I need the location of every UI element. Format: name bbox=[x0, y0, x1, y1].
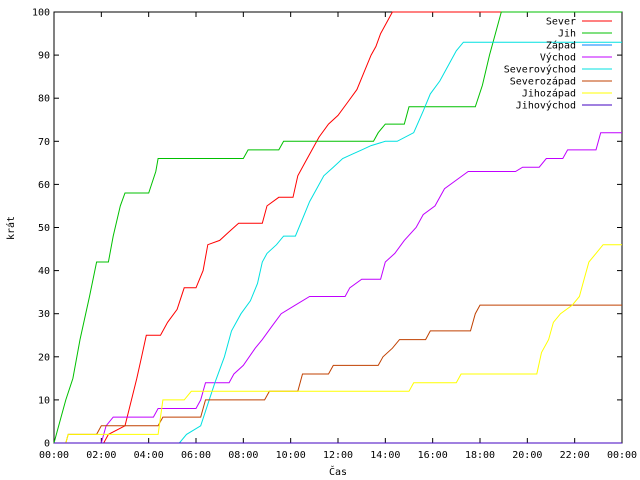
legend-label: Severozápad bbox=[510, 76, 576, 88]
legend-label: Západ bbox=[546, 40, 576, 52]
x-tick-label: 12:00 bbox=[323, 450, 353, 461]
series-line-severozápad bbox=[54, 304, 622, 444]
series-line-jih bbox=[53, 11, 622, 444]
series-line-sever bbox=[54, 11, 622, 444]
x-axis-title: Čas bbox=[329, 465, 347, 478]
y-tick-label: 50 bbox=[38, 223, 50, 234]
y-tick-label: 60 bbox=[38, 180, 50, 191]
series-layer bbox=[53, 11, 622, 444]
y-tick-label: 40 bbox=[38, 266, 50, 277]
x-tick-label: 00:00 bbox=[607, 450, 637, 461]
ticks-layer: 0 10 20 30 40 50 60 70 80 90 100 00:00 02:00 04:00 06:… bbox=[32, 8, 637, 462]
legend-label: Jihovýchod bbox=[516, 100, 576, 112]
series-line-východ bbox=[54, 132, 622, 444]
legend-label: Jih bbox=[558, 29, 576, 40]
x-tick-label: 00:00 bbox=[39, 450, 69, 461]
series-line-severovýchod bbox=[54, 41, 622, 444]
y-tick-label: 20 bbox=[38, 352, 50, 363]
legend-label: Východ bbox=[540, 52, 576, 64]
y-tick-label: 0 bbox=[44, 439, 50, 450]
legend-label: Severovýchod bbox=[504, 64, 576, 76]
series-line-jihozápad bbox=[54, 244, 622, 444]
y-tick-label: 90 bbox=[38, 51, 50, 62]
legend-label: Sever bbox=[546, 17, 576, 28]
x-tick-label: 02:00 bbox=[86, 450, 116, 461]
y-tick-label: 10 bbox=[38, 395, 50, 406]
x-tick-label: 16:00 bbox=[418, 450, 448, 461]
y-axis-title: krát bbox=[5, 216, 17, 240]
x-tick-label: 22:00 bbox=[560, 450, 590, 461]
y-tick-label: 70 bbox=[38, 137, 50, 148]
y-tick-label: 100 bbox=[32, 8, 50, 19]
legend: SeverJihZápadVýchodSeverovýchodSeverozáp… bbox=[504, 17, 612, 112]
x-tick-label: 10:00 bbox=[276, 450, 306, 461]
x-tick-label: 06:00 bbox=[181, 450, 211, 461]
legend-label: Jihozápad bbox=[522, 88, 576, 100]
x-tick-label: 18:00 bbox=[465, 450, 495, 461]
y-tick-label: 80 bbox=[38, 94, 50, 105]
y-tick-label: 30 bbox=[38, 309, 50, 320]
x-tick-label: 14:00 bbox=[370, 450, 400, 461]
x-tick-label: 08:00 bbox=[228, 450, 258, 461]
x-tick-label: 20:00 bbox=[512, 450, 542, 461]
x-tick-label: 04:00 bbox=[134, 450, 164, 461]
